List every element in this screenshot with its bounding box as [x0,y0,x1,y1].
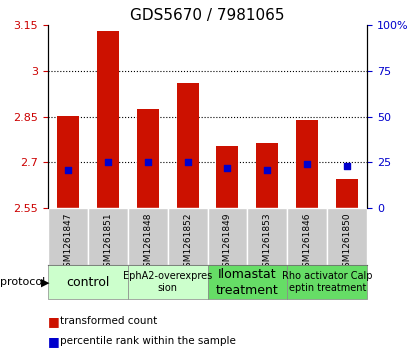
Bar [336,179,358,208]
Bar [48,265,128,299]
Point [304,161,311,167]
Point [64,167,71,172]
Title: GDS5670 / 7981065: GDS5670 / 7981065 [130,8,285,23]
Bar [217,146,239,208]
Text: GSM1261851: GSM1261851 [103,212,112,273]
Bar [128,265,208,299]
Bar [97,32,119,208]
Text: protocol: protocol [0,277,45,287]
Text: control: control [66,276,110,289]
Text: GSM1261846: GSM1261846 [303,212,312,273]
Bar [176,83,198,208]
Text: GSM1261850: GSM1261850 [343,212,352,273]
Point [144,159,151,165]
Bar [247,208,287,265]
Bar [296,120,318,208]
Text: GSM1261847: GSM1261847 [63,212,72,273]
Text: ▶: ▶ [41,277,49,287]
Bar [137,109,159,208]
Text: GSM1261853: GSM1261853 [263,212,272,273]
Bar [287,265,367,299]
Point [224,165,231,171]
Bar [48,208,88,265]
Text: Ilomastat
treatment: Ilomastat treatment [216,268,279,297]
Text: percentile rank within the sample: percentile rank within the sample [60,336,236,346]
Text: GSM1261848: GSM1261848 [143,212,152,273]
Text: ■: ■ [48,335,59,348]
Bar [168,208,208,265]
Bar [256,143,278,208]
Bar [128,208,168,265]
Text: GSM1261852: GSM1261852 [183,212,192,273]
Text: ■: ■ [48,315,59,328]
Text: Rho activator Calp
eptin treatment: Rho activator Calp eptin treatment [282,271,373,293]
Bar [287,208,327,265]
Bar [88,208,128,265]
Point [104,159,111,165]
Bar [208,265,287,299]
Point [184,159,191,165]
Point [344,163,351,169]
Bar [57,117,79,208]
Point [264,167,271,172]
Bar [208,208,247,265]
Text: EphA2-overexpres
sion: EphA2-overexpres sion [123,271,212,293]
Bar [327,208,367,265]
Text: GSM1261849: GSM1261849 [223,212,232,273]
Text: transformed count: transformed count [60,316,157,326]
